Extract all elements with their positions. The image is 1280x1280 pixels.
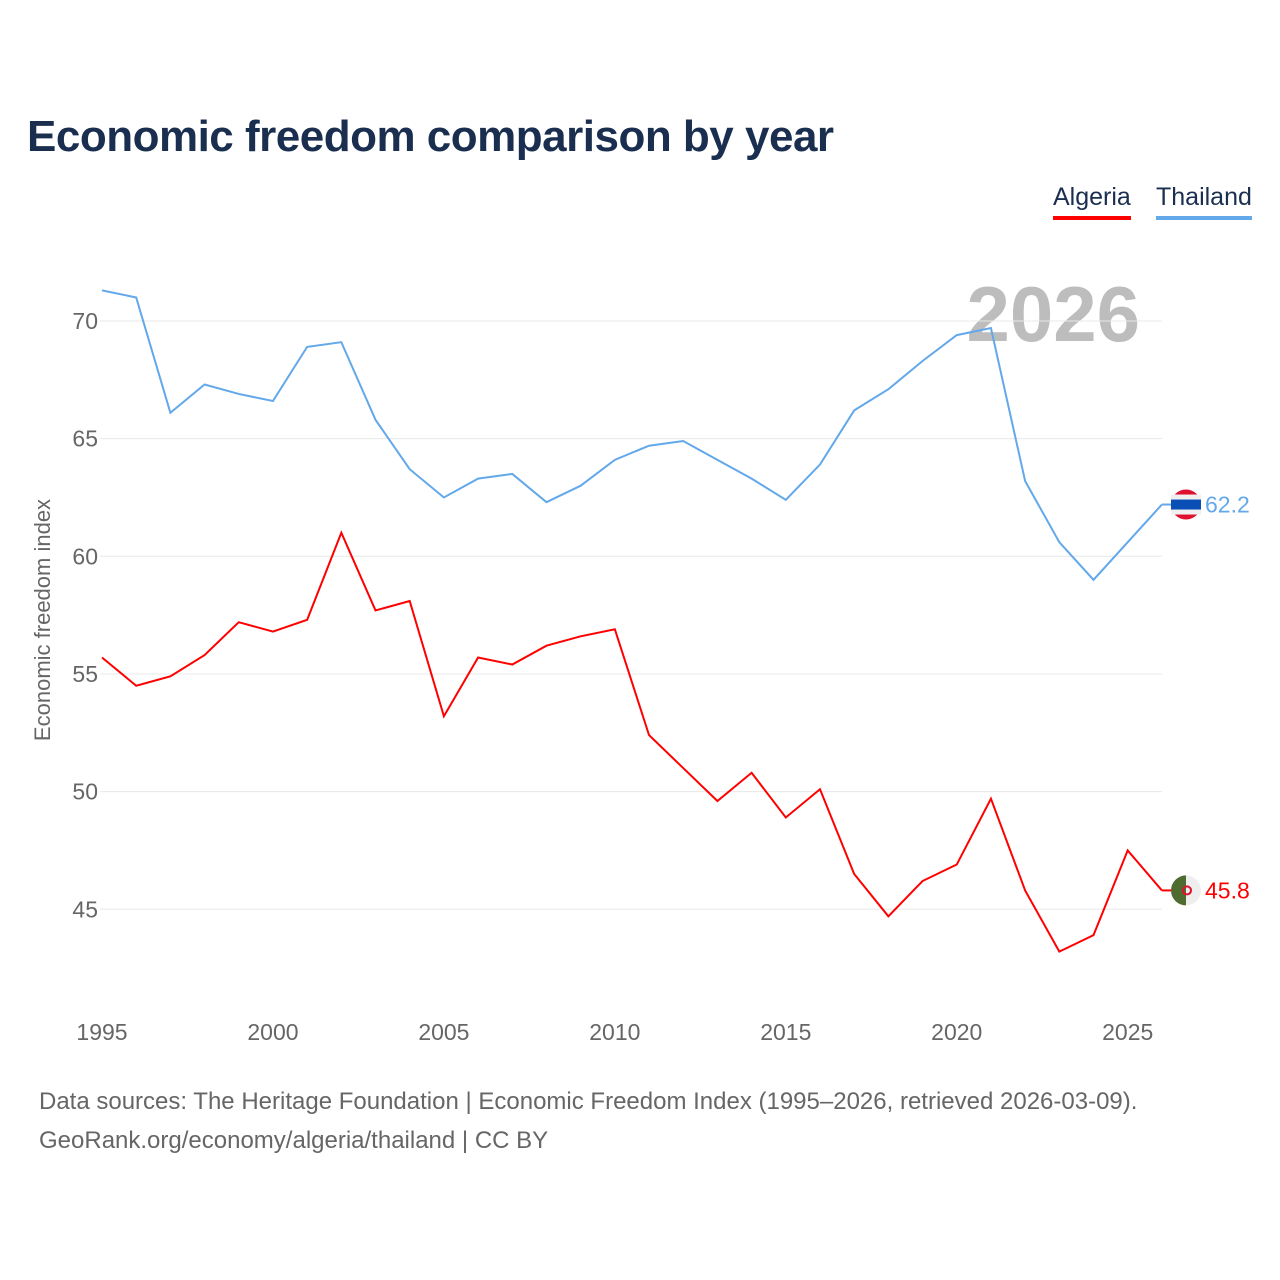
legend-thailand[interactable]: Thailand: [1156, 183, 1252, 220]
x-tick-label: 2015: [760, 1019, 811, 1045]
algeria-flag-icon: [1171, 875, 1201, 906]
flag-blue: [1171, 499, 1201, 510]
y-tick-label: 65: [72, 426, 98, 452]
y-tick-label: 55: [72, 661, 98, 687]
x-tick-label: 1995: [76, 1019, 127, 1045]
y-tick-label: 45: [72, 896, 98, 922]
thailand-flag-icon: [1171, 489, 1201, 520]
flag-crescent: [1182, 885, 1192, 896]
x-tick-label: 2000: [247, 1019, 298, 1045]
x-tick-label: 2025: [1102, 1019, 1153, 1045]
end-value-label-thailand: 62.2: [1205, 492, 1250, 518]
series-line-algeria: [101, 530, 1163, 953]
x-tick-label: 2005: [418, 1019, 469, 1045]
source-link[interactable]: GeoRank.org/economy/algeria/thailand | C…: [39, 1127, 549, 1154]
end-value-label-algeria: 45.8: [1205, 877, 1250, 903]
y-tick-label: 60: [72, 543, 98, 569]
flag-green: [1171, 875, 1186, 906]
source-note: Data sources: The Heritage Foundation | …: [39, 1088, 1138, 1115]
y-axis-label: Economic freedom index: [30, 499, 55, 741]
y-tick-label: 50: [72, 779, 98, 805]
series-line-thailand: [101, 289, 1163, 582]
year-overlay: 2026: [966, 270, 1140, 358]
y-tick-label: 70: [72, 308, 98, 334]
x-tick-label: 2020: [931, 1019, 982, 1045]
x-tick-label: 2010: [589, 1019, 640, 1045]
legend-algeria[interactable]: Algeria: [1053, 183, 1131, 220]
chart-title: Economic freedom comparison by year: [27, 112, 834, 161]
